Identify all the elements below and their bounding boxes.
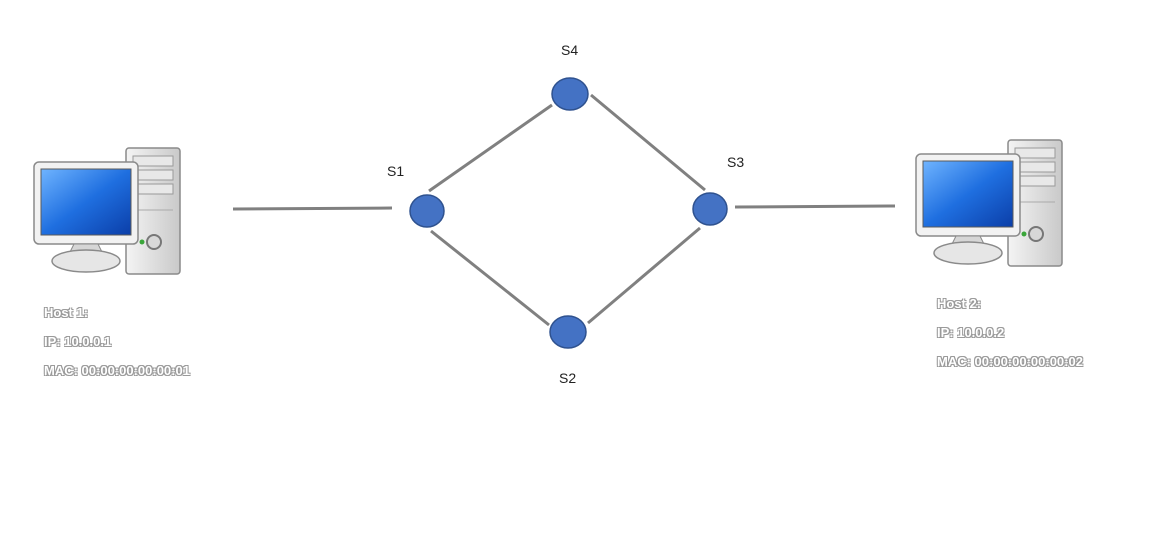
host2-mac: MAC: 00:00:00:00:00:02 [937,354,1083,369]
link-s2-s3 [587,226,701,325]
switch-s3-label: S3 [727,154,745,170]
host2-title: Host 2: [937,296,982,311]
host1-desktop-computer-icon[interactable] [33,147,181,275]
link-s3-host2 [734,204,896,209]
switch-s1-label: S1 [387,163,405,179]
host1-title: Host 1: [44,305,89,320]
link-s1-s2 [430,229,550,327]
switch-s2[interactable] [549,315,587,349]
switch-s4-label: S4 [561,42,579,58]
links-group [232,93,896,327]
link-s4-s3 [590,93,706,192]
switch-s4[interactable] [551,77,589,111]
switch-s1[interactable] [409,194,445,228]
link-s1-s4 [428,103,553,193]
switch-s2-label: S2 [559,370,577,386]
host2-desktop-computer-icon[interactable] [915,139,1063,267]
host2-ip: IP: 10.0.0.2 [937,325,1005,340]
host2-info: Host 2: IP: 10.0.0.2 MAC: 00:00:00:00:00… [937,295,1083,382]
switch-s3[interactable] [692,192,728,226]
host1-ip: IP: 10.0.0.1 [44,334,112,349]
switches-group [409,77,728,349]
host1-mac: MAC: 00:00:00:00:00:01 [44,363,190,378]
link-host1-s1 [232,206,393,211]
host1-info: Host 1: IP: 10.0.0.1 MAC: 00:00:00:00:00… [44,304,190,391]
